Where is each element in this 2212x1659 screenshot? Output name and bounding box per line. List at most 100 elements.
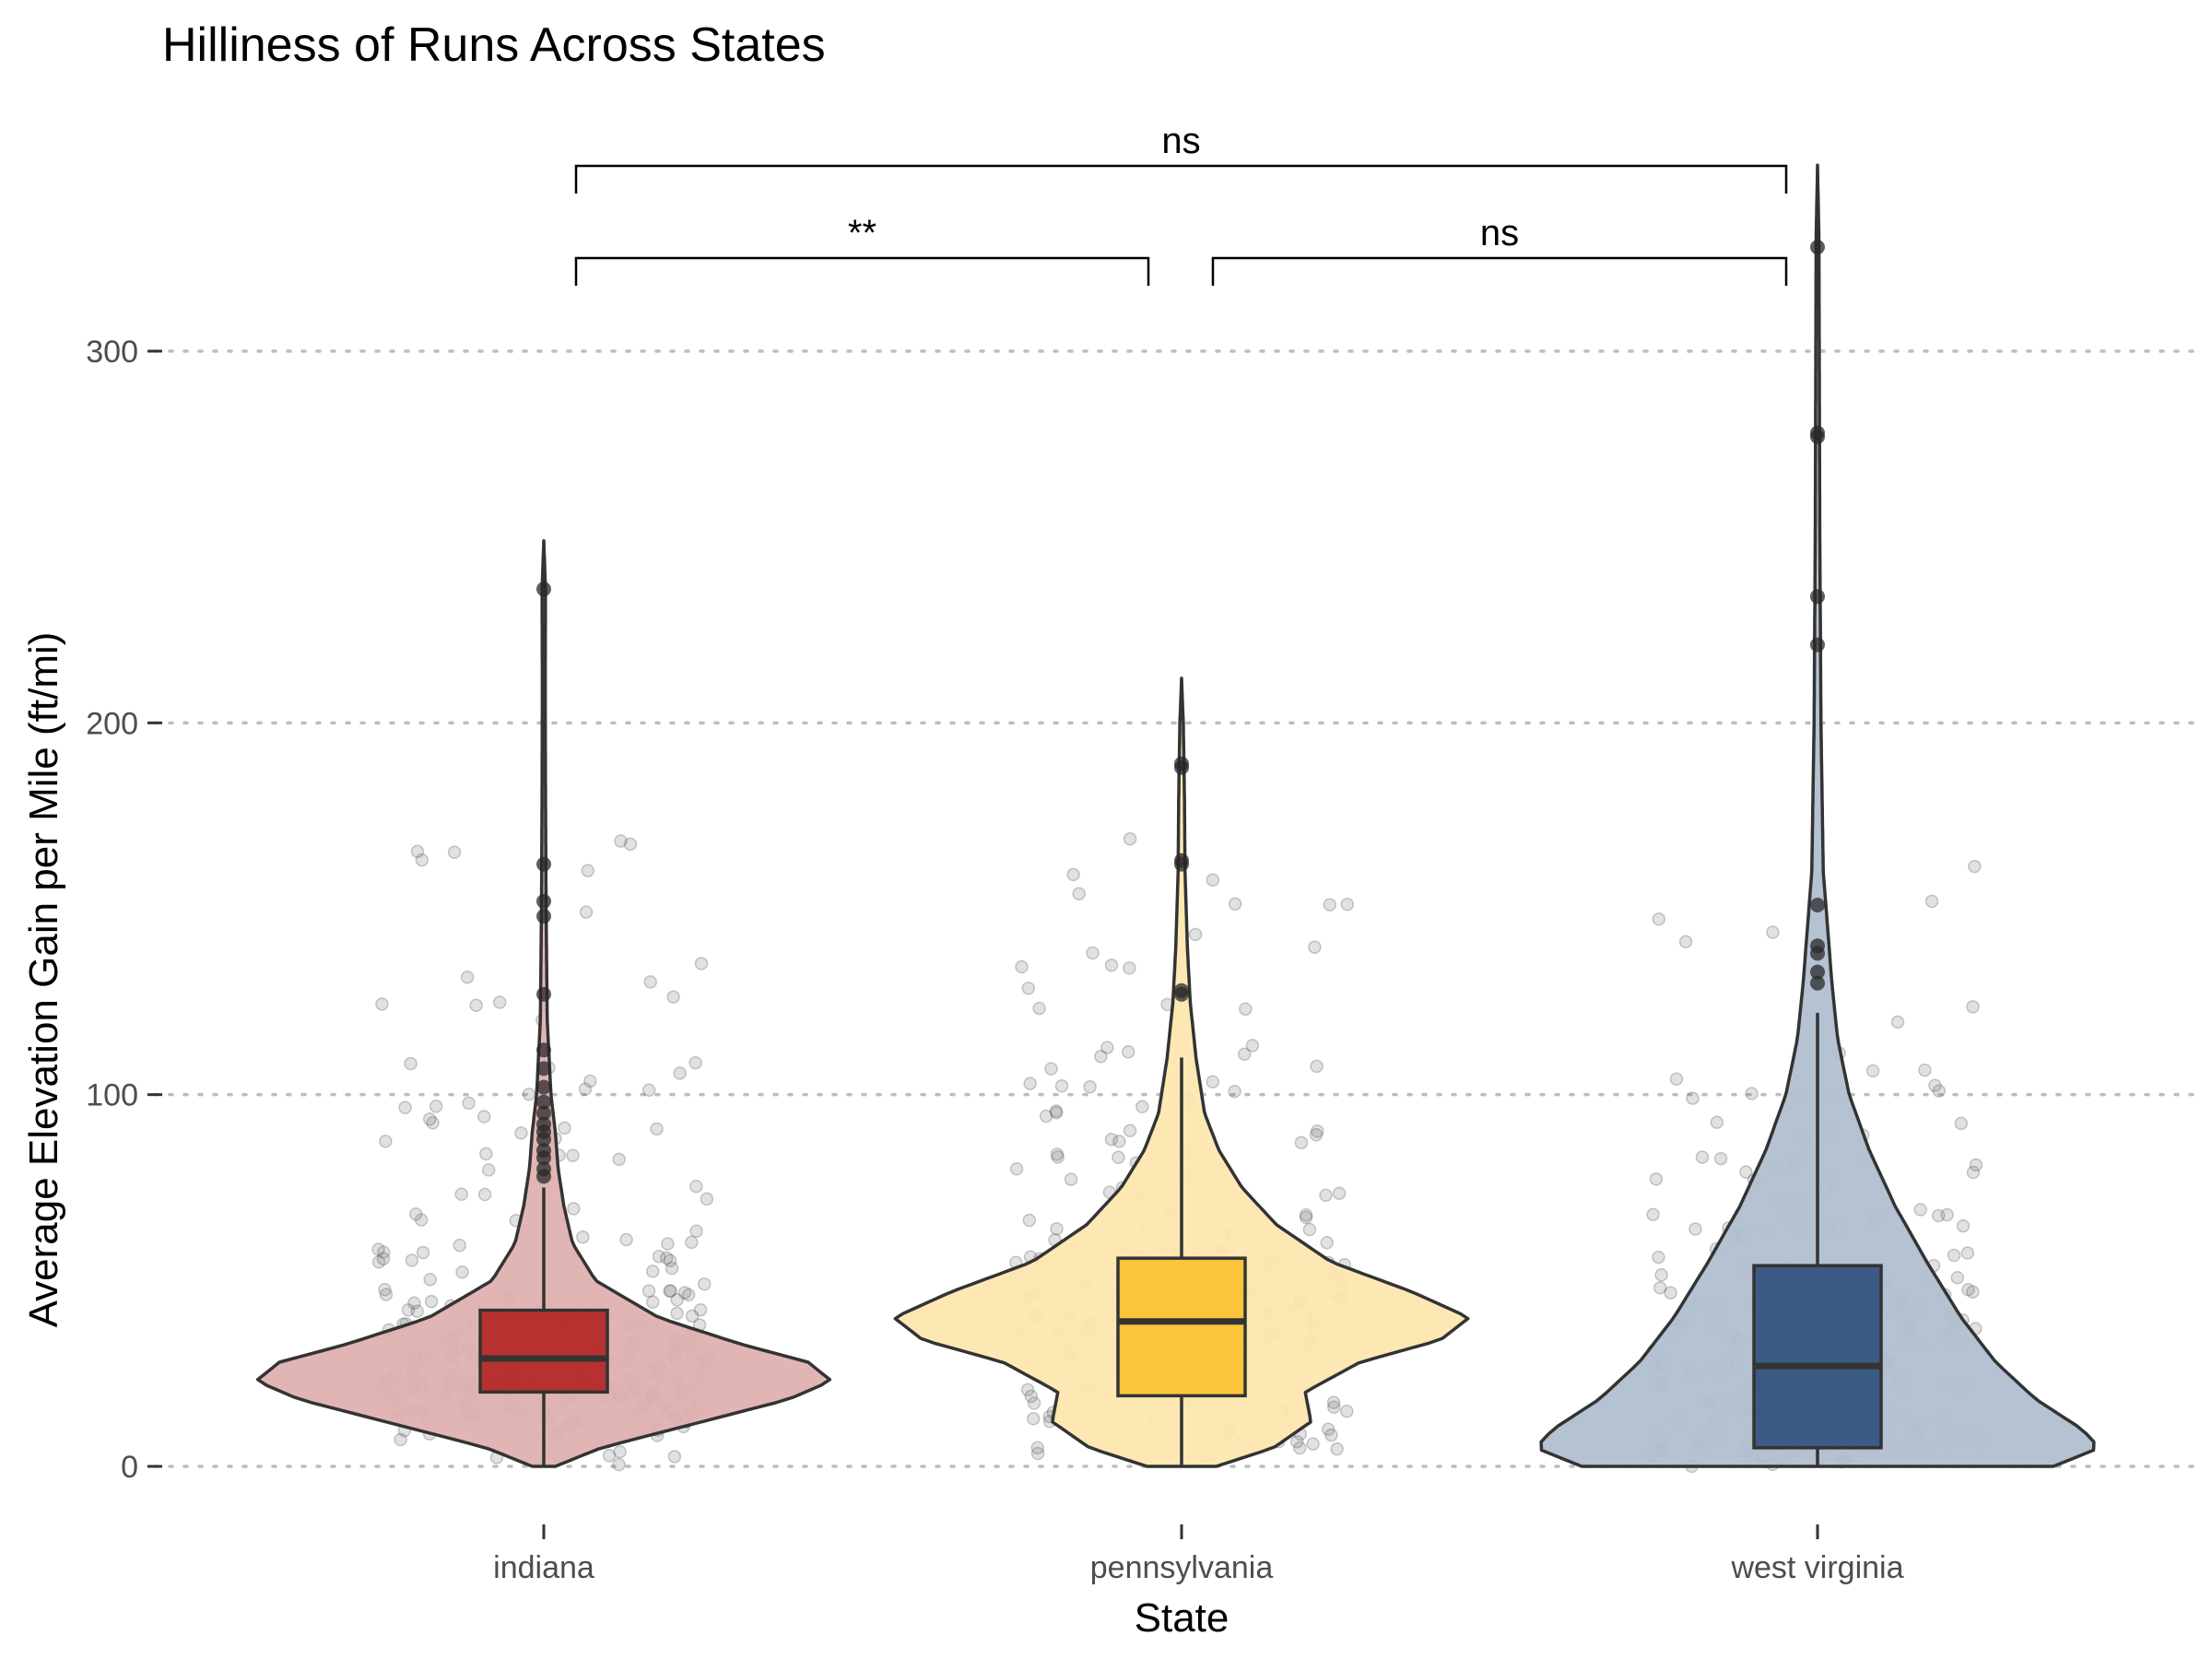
outlier-point: [1810, 964, 1825, 980]
jitter-point: [1039, 1109, 1053, 1124]
outlier-point: [536, 856, 551, 872]
outlier-point: [536, 1161, 551, 1177]
bracket-2: [574, 164, 1788, 194]
jitter-point: [1228, 897, 1242, 912]
jitter-point: [1928, 1078, 1942, 1092]
jitter-point: [1327, 1400, 1341, 1415]
outlier-point: [536, 1116, 551, 1132]
jitter-point: [1206, 1075, 1220, 1088]
outlier-point: [1810, 938, 1825, 954]
jitter-point: [1044, 1062, 1058, 1076]
jitter-point: [376, 1245, 391, 1259]
jitter-point: [623, 837, 638, 852]
box-2: [1752, 1264, 1883, 1450]
jitter-point: [673, 1066, 687, 1080]
jitter-point: [1237, 1047, 1252, 1061]
jitter-point: [1306, 1437, 1320, 1451]
jitter-point: [1966, 1165, 1981, 1180]
jitter-point: [693, 1302, 708, 1317]
jitter-point: [1026, 1412, 1041, 1426]
outlier-point: [536, 1079, 551, 1095]
outlier-point: [1174, 853, 1189, 868]
jitter-point: [375, 997, 389, 1011]
jitter-point: [1104, 959, 1119, 972]
jitter-point: [479, 1147, 493, 1161]
jitter-point: [1050, 1105, 1064, 1120]
jitter-point: [645, 1265, 660, 1278]
bracket-label-0: **: [848, 213, 877, 253]
x-tick-label-0: indiana: [493, 1550, 594, 1585]
jitter-point: [613, 1444, 627, 1459]
outlier-point: [536, 1094, 551, 1110]
outlier-point: [536, 1042, 551, 1058]
jitter-point: [663, 1253, 677, 1267]
jitter-point: [1009, 1162, 1024, 1176]
jitter-point: [1713, 1151, 1728, 1166]
jitter-point: [394, 1432, 407, 1447]
jitter-point: [1954, 1116, 1969, 1131]
jitter-point: [666, 990, 680, 1005]
jitter-point: [376, 1252, 391, 1265]
jitter-point: [1865, 1064, 1880, 1078]
jitter-point: [1015, 959, 1029, 974]
jitter-point: [1966, 1000, 1980, 1014]
jitter-point: [1083, 1079, 1097, 1094]
jitter-point: [416, 1245, 430, 1260]
jitter-point: [1121, 1045, 1135, 1059]
box-layer: [478, 1012, 1883, 1466]
jitter-point: [1966, 1285, 1980, 1299]
outlier-point: [1174, 756, 1189, 771]
outlier-point: [1810, 240, 1825, 255]
jitter-point: [1745, 1087, 1759, 1100]
jitter-point: [1104, 1132, 1119, 1147]
jitter-point: [1086, 946, 1100, 960]
jitter-point: [664, 1284, 677, 1299]
jitter-point: [1064, 1172, 1078, 1186]
jitter-point: [1969, 1158, 1983, 1172]
jitter-point: [1931, 1208, 1946, 1223]
jitter-point: [410, 844, 425, 859]
jitter-point: [462, 1096, 476, 1111]
jitter-point: [447, 845, 462, 859]
jitter-point: [422, 1112, 437, 1126]
jitter-point: [1049, 1104, 1064, 1118]
jitter-point: [460, 971, 475, 984]
jitter-point: [670, 1306, 684, 1321]
x-tick-label-1: pennsylvania: [1090, 1550, 1274, 1585]
jitter-point: [1050, 1221, 1064, 1236]
chart-title: Hilliness of Runs Across States: [162, 18, 826, 72]
jitter-point: [1294, 1135, 1309, 1150]
outlier-point: [1810, 898, 1825, 912]
jitter-point: [1299, 1210, 1313, 1225]
jitter-point: [1112, 1135, 1126, 1148]
jitter-point: [612, 1457, 626, 1472]
jitter-point: [1649, 1172, 1664, 1186]
significance-brackets: ** ns ns: [574, 121, 1788, 286]
jitter-point: [1340, 897, 1355, 912]
jitter-point: [414, 1213, 429, 1227]
jitter-point: [602, 1449, 617, 1463]
jitter-point: [379, 1288, 394, 1301]
jitter-point: [522, 1087, 536, 1101]
jitter-point: [1319, 1188, 1333, 1203]
jitter-point: [429, 1100, 443, 1113]
jitter-point: [1664, 1286, 1677, 1300]
outlier-point: [1810, 589, 1825, 605]
jitter-point: [578, 1082, 593, 1096]
jitter-point: [1766, 925, 1780, 939]
jitter-point: [1654, 1268, 1668, 1282]
outlier-point: [1810, 975, 1825, 991]
jitter-point: [1066, 867, 1080, 882]
jitter-point: [1321, 1422, 1335, 1437]
jitter-point: [1968, 859, 1982, 874]
jitter-point: [410, 1304, 424, 1318]
jitter-point: [423, 1272, 437, 1287]
jitter-point: [1020, 1382, 1035, 1397]
jitter-point: [689, 1224, 703, 1239]
y-tick-label-200: 200: [86, 706, 138, 741]
jitter-point: [1135, 1100, 1149, 1114]
jitter-point: [492, 995, 507, 1009]
jitter-point: [1956, 1218, 1971, 1233]
jitter-point: [1326, 1395, 1341, 1409]
jitter-point: [700, 1192, 714, 1206]
